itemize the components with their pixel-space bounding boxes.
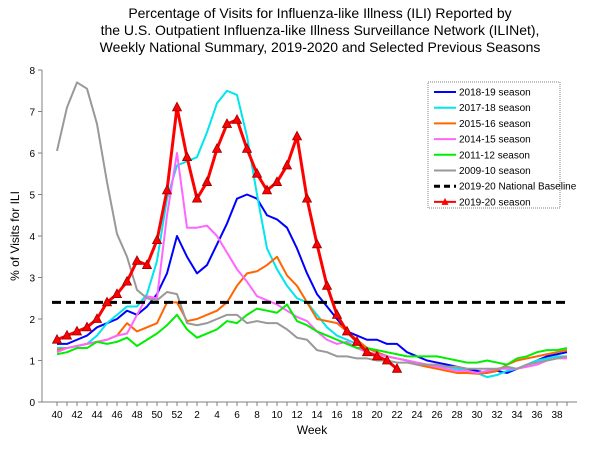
data-point-marker (131, 255, 143, 265)
legend-label: 2014-15 season (459, 135, 531, 146)
legend-marker (441, 197, 449, 205)
x-axis-label: Week (297, 423, 328, 437)
data-point-marker (161, 184, 173, 195)
x-tick-label: 44 (91, 410, 103, 421)
data-point-marker (351, 335, 363, 346)
legend-label: 2009-10 season (459, 166, 531, 177)
x-tick-label: 20 (371, 410, 383, 421)
x-tick-label: 8 (254, 410, 260, 421)
data-point-marker (391, 362, 403, 373)
y-tick-label: 5 (29, 191, 35, 202)
y-tick-label: 2 (29, 315, 35, 326)
data-point-marker (51, 333, 63, 344)
data-point-marker (191, 192, 203, 203)
x-tick-label: 36 (531, 410, 543, 421)
y-tick-label: 0 (29, 398, 35, 409)
x-tick-label: 40 (51, 410, 63, 421)
x-tick-label: 22 (391, 410, 403, 421)
legend-label: 2019-20 season (459, 197, 531, 208)
x-tick-label: 16 (331, 410, 343, 421)
data-point-marker (361, 346, 373, 357)
x-tick-label: 52 (171, 410, 183, 421)
data-point-marker (141, 259, 153, 269)
x-tick-label: 14 (311, 410, 323, 421)
y-tick-label: 6 (29, 149, 35, 160)
data-point-marker (151, 234, 163, 245)
title-line-2: the U.S. Outpatient Influenza-like Illne… (100, 22, 540, 38)
data-point-marker (321, 279, 333, 290)
x-tick-label: 30 (471, 410, 483, 421)
x-tick-label: 24 (411, 410, 423, 421)
data-point-marker (251, 167, 263, 178)
data-point-marker (211, 142, 223, 153)
data-point-marker (301, 192, 313, 203)
y-tick-label: 7 (29, 108, 35, 119)
series-2009-10-season (56, 81, 568, 370)
x-tick-label: 6 (234, 410, 240, 421)
series-2015-16-season (56, 255, 568, 375)
legend-label: 2017-18 season (459, 103, 531, 114)
data-point-marker (261, 184, 273, 195)
legend-label: 2015-16 season (459, 119, 531, 130)
data-point-marker (341, 325, 353, 336)
x-tick-label: 46 (111, 410, 123, 421)
x-tick-label: 12 (291, 410, 303, 421)
data-point-marker (241, 142, 253, 153)
data-point-marker (371, 350, 383, 361)
data-point-marker (381, 354, 393, 365)
x-tick-label: 50 (151, 410, 163, 421)
legend-label: 2011-12 season (459, 150, 530, 161)
x-tick-label: 18 (351, 410, 363, 421)
y-axis-label: % of Visits for ILI (8, 191, 22, 281)
data-point-marker (61, 329, 73, 340)
x-tick-label: 42 (71, 410, 83, 421)
data-point-marker (331, 308, 343, 319)
legend-label: 2018-19 season (459, 88, 531, 99)
data-point-marker (181, 151, 193, 162)
data-point-marker (71, 325, 83, 336)
data-point-marker (311, 238, 323, 249)
y-tick-label: 4 (29, 232, 35, 243)
data-point-marker (171, 101, 183, 112)
x-tick-label: 4 (214, 410, 220, 421)
data-point-marker (101, 296, 113, 307)
series-2017-18-season (57, 89, 567, 379)
data-point-marker (201, 176, 213, 186)
x-tick-label: 2 (194, 410, 200, 421)
y-tick-label: 3 (29, 274, 35, 285)
x-tick-label: 32 (491, 410, 503, 421)
x-tick-label: 34 (511, 410, 523, 421)
data-point-marker (231, 113, 243, 124)
legend: 2018-19 season 2017-18 season 2015-16 seas… (427, 81, 577, 209)
y-tick-label: 8 (29, 66, 35, 77)
data-point-marker (291, 130, 303, 141)
data-point-marker (81, 321, 93, 332)
series-2014-15-season (56, 152, 567, 374)
title-line-1: Percentage of Visits for Influenza-like … (128, 5, 512, 21)
data-point-marker (91, 313, 103, 323)
x-tick-label: 28 (451, 410, 463, 421)
x-tick-label: 10 (271, 410, 283, 421)
chart-title: Percentage of Visits for Influenza-like … (20, 5, 600, 56)
data-point-marker (121, 275, 133, 286)
x-tick-label: 38 (551, 410, 563, 421)
y-tick-label: 1 (29, 357, 35, 368)
data-point-marker (281, 159, 293, 170)
data-point-marker (271, 176, 283, 186)
title-line-3: Weekly National Summary, 2019-2020 and S… (99, 39, 541, 55)
legend-label: 2019-20 National Baseline (459, 182, 577, 193)
series-2011-12-season (56, 303, 568, 366)
data-point-marker (111, 288, 123, 299)
x-tick-label: 48 (131, 410, 143, 421)
x-tick-label: 26 (431, 410, 443, 421)
data-point-marker (221, 118, 233, 128)
